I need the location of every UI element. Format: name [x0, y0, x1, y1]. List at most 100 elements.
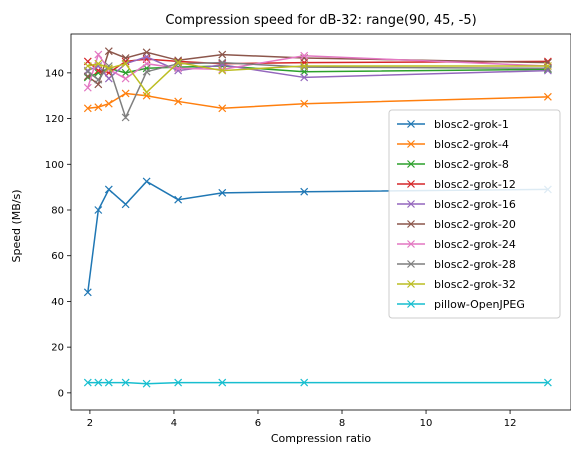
legend-marker [407, 120, 415, 128]
data-point [104, 47, 113, 56]
data-point [94, 59, 103, 68]
plot-frame [70, 33, 571, 411]
data-point [121, 113, 130, 122]
legend-label: blosc2-grok-12 [434, 178, 516, 191]
legend-item: blosc2-grok-32 [397, 278, 516, 291]
legend-marker [407, 160, 415, 168]
data-point [94, 50, 103, 59]
data-point [83, 288, 92, 297]
legend-label: pillow-OpenJPEG [434, 298, 525, 311]
data-point [218, 66, 227, 75]
legend-item: blosc2-grok-20 [397, 218, 516, 231]
data-point [543, 65, 552, 74]
data-point [218, 188, 227, 197]
data-point [174, 378, 183, 387]
data-point [104, 378, 113, 387]
series-blosc2-grok-28 [83, 58, 552, 122]
data-point [543, 62, 552, 70]
legend-label: blosc2-grok-16 [434, 198, 516, 211]
data-point [218, 59, 227, 68]
legend-marker [407, 280, 415, 288]
legend-label: blosc2-grok-28 [434, 258, 516, 271]
legend-marker [407, 240, 415, 248]
data-point [174, 58, 183, 67]
data-point [218, 50, 227, 59]
y-tick-label: 100 [45, 160, 64, 171]
legend-label: blosc2-grok-4 [434, 138, 509, 151]
y-tick-label: 20 [51, 343, 64, 354]
data-point [104, 64, 113, 73]
data-point [300, 99, 309, 108]
data-point [142, 379, 151, 388]
data-point [218, 58, 227, 67]
data-point [300, 51, 309, 60]
x-tick-label: 6 [255, 418, 261, 429]
data-point [121, 68, 130, 77]
legend-marker [407, 300, 415, 308]
legend-label: blosc2-grok-1 [434, 118, 509, 131]
series-pillow-OpenJPEG [83, 378, 552, 388]
y-axis-label: Speed (MB/s) [10, 189, 23, 262]
data-point [300, 187, 309, 196]
data-point [83, 378, 92, 387]
data-point [121, 74, 130, 83]
y-tick-label: 120 [45, 114, 64, 125]
x-tick-label: 2 [87, 418, 93, 429]
x-tick-label: 8 [339, 418, 345, 429]
data-point [174, 97, 183, 106]
data-point [83, 104, 92, 113]
legend-item: blosc2-grok-1 [397, 118, 509, 131]
legend-label: blosc2-grok-24 [434, 238, 516, 251]
data-point [543, 92, 552, 101]
x-tick-label: 4 [171, 418, 177, 429]
data-point [300, 62, 309, 70]
data-point [104, 74, 113, 83]
data-point [142, 59, 151, 68]
data-point [121, 200, 130, 209]
legend: blosc2-grok-1 blosc2-grok-4 blosc2-grok-8 b… [388, 109, 561, 319]
legend-marker [407, 180, 415, 188]
legend-item: blosc2-grok-16 [397, 198, 516, 211]
series-blosc2-grok-32 [83, 58, 552, 97]
data-point [121, 59, 130, 68]
data-point [174, 59, 183, 68]
data-point [121, 89, 130, 98]
data-point [218, 104, 227, 113]
series-blosc2-grok-4 [83, 89, 552, 113]
data-point [543, 378, 552, 387]
y-tick-label: 60 [51, 251, 64, 262]
data-point [121, 54, 130, 62]
legend-label: blosc2-grok-32 [434, 278, 516, 291]
data-point [142, 88, 151, 97]
legend-marker [407, 140, 415, 148]
legend-item: pillow-OpenJPEG [397, 298, 525, 311]
series-blosc2-grok-1 [83, 177, 552, 297]
legend-marker [407, 220, 415, 228]
legend-marker [407, 260, 415, 268]
data-point [94, 378, 103, 387]
x-tick-label: 10 [420, 418, 433, 429]
data-point [218, 378, 227, 387]
legend-label: blosc2-grok-20 [434, 218, 516, 231]
data-point [543, 58, 552, 67]
legend-item: blosc2-grok-12 [397, 178, 516, 191]
data-point [104, 99, 113, 108]
y-tick-label: 0 [58, 388, 64, 399]
data-point [83, 83, 92, 92]
data-point [300, 63, 309, 72]
data-point [142, 48, 151, 57]
data-point [94, 206, 103, 214]
data-point [94, 75, 103, 84]
legend-item: blosc2-grok-4 [397, 138, 509, 151]
data-point [94, 103, 103, 112]
legend-label: blosc2-grok-8 [434, 158, 509, 171]
y-tick-label: 80 [51, 206, 64, 217]
data-point [83, 67, 92, 76]
data-point [104, 185, 113, 194]
data-point [174, 195, 183, 204]
plot-area: 2 4 6 8 10 12020406080100120140blosc2-grok-1b… [45, 33, 571, 429]
chart-title: Compression speed for dB-32: range(90, 4… [165, 13, 476, 28]
legend-item: blosc2-grok-24 [397, 238, 516, 251]
data-point [121, 378, 130, 387]
legend-item: blosc2-grok-8 [397, 158, 509, 171]
